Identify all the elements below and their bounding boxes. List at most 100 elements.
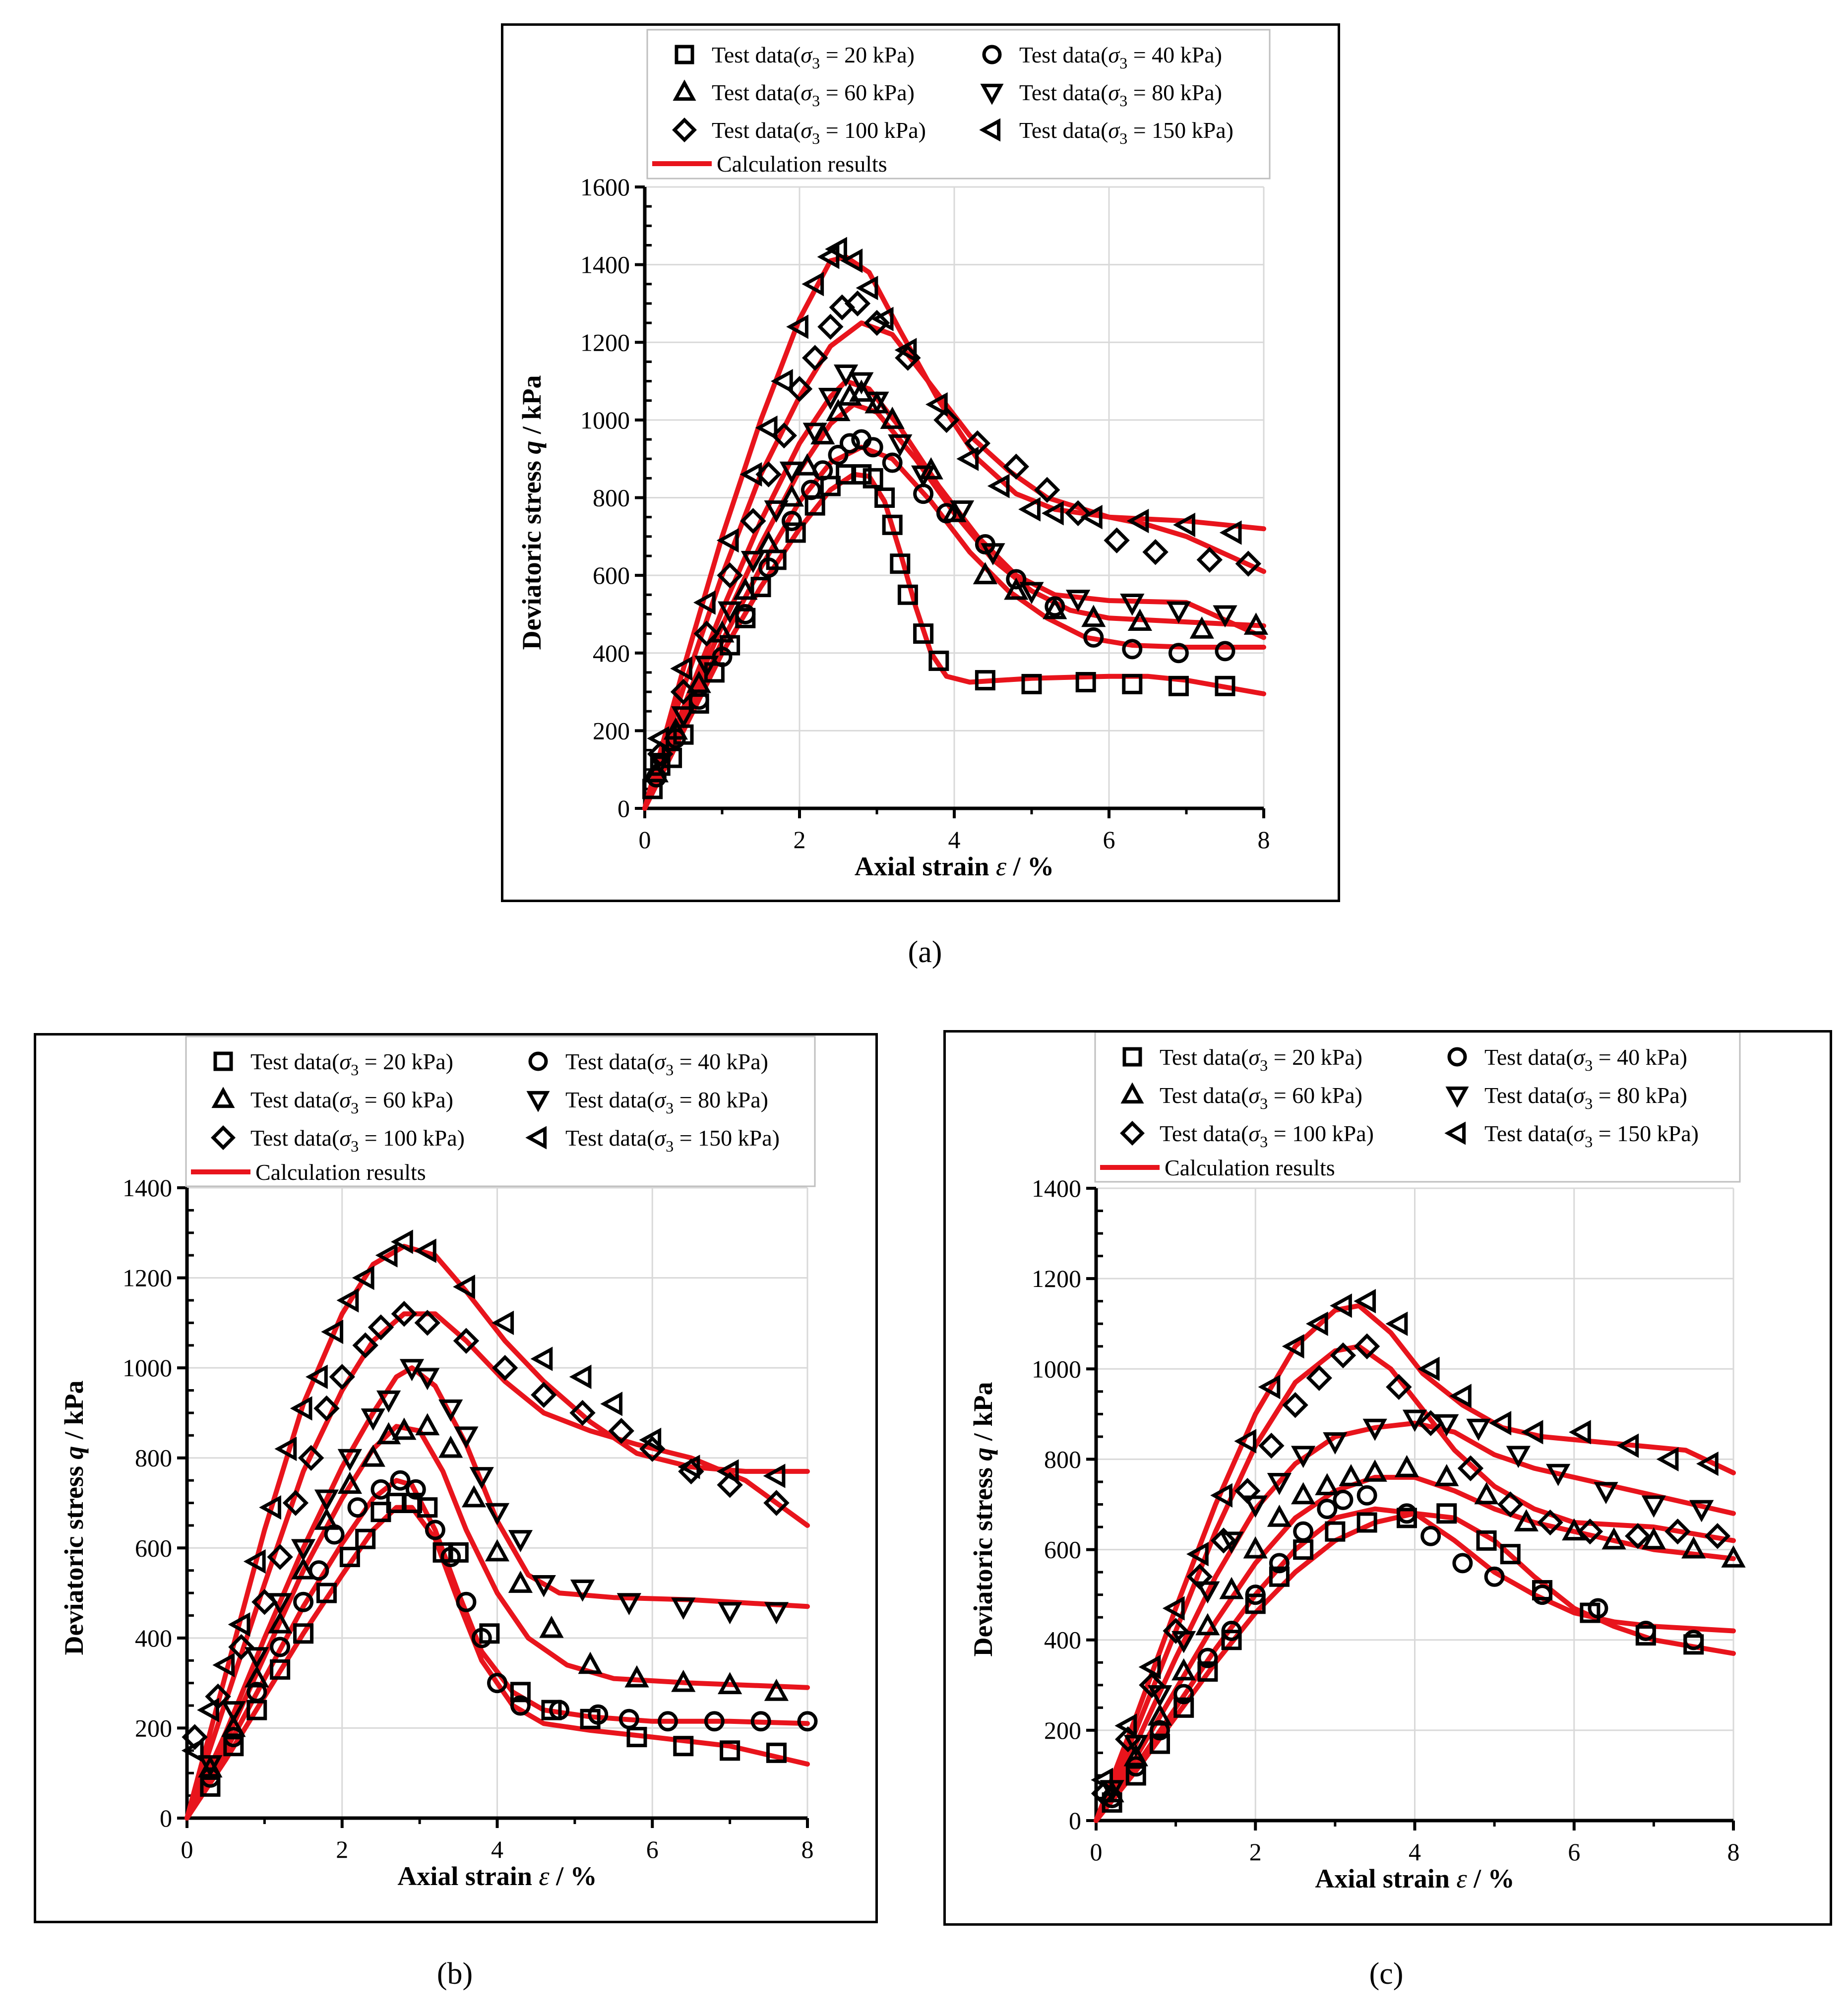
data-point-triangle-down	[1594, 1482, 1618, 1504]
data-point-square	[1221, 1630, 1242, 1650]
legend-box	[185, 1036, 816, 1187]
data-point-triangle-down	[361, 1408, 385, 1431]
legend-label: Test data(σ3 = 100 kPa)	[250, 1125, 465, 1155]
data-point-diamond	[817, 313, 844, 340]
data-point-triangle-left	[1080, 505, 1103, 530]
data-point-triangle-left	[647, 726, 670, 751]
data-point-triangle-left	[1126, 508, 1149, 534]
data-point-triangle-left	[391, 1229, 413, 1254]
data-point-diamond	[251, 1589, 278, 1615]
legend-marker-triangle-up	[1120, 1082, 1144, 1104]
calculation-curve-triangle-left	[642, 254, 1266, 811]
data-point-circle	[1197, 1647, 1218, 1668]
data-point-triangle-left	[840, 248, 863, 273]
data-point-triangle-down	[764, 500, 789, 523]
data-point-triangle-down	[485, 1503, 510, 1525]
data-point-triangle-down	[570, 1580, 595, 1602]
data-point-triangle-left	[1354, 1289, 1376, 1314]
data-point-circle	[200, 1767, 221, 1788]
data-point-circle	[1356, 1485, 1377, 1506]
data-point-diamond	[1186, 1564, 1213, 1590]
x-tick-label: 0	[1090, 1838, 1103, 1866]
data-point-triangle-down	[1323, 1432, 1348, 1455]
x-tick-label: 2	[336, 1835, 348, 1863]
data-point-triangle-left	[1114, 1713, 1137, 1738]
data-point-triangle-up	[1339, 1464, 1363, 1486]
data-point-diamond	[1139, 1672, 1165, 1698]
y-axis-title: Deviatoric stress q / kPa	[968, 1382, 998, 1657]
y-tick-label: 1000	[580, 406, 630, 434]
data-point-triangle-down	[818, 387, 843, 410]
data-point-triangle-left	[228, 1612, 250, 1637]
data-point-square	[662, 747, 682, 768]
legend: Test data(σ3 = 20 kPa) Test data(σ3 = 40 …	[185, 1036, 816, 1187]
legend-label: Test data(σ3 = 150 kPa)	[565, 1125, 780, 1155]
legend-box	[1094, 1033, 1741, 1183]
data-point-triangle-down	[245, 1647, 269, 1669]
data-point-triangle-down	[1689, 1500, 1714, 1523]
data-point-diamond	[1282, 1392, 1308, 1418]
data-point-triangle-up	[1267, 1505, 1292, 1527]
data-point-circle	[1168, 643, 1189, 664]
data-point-triangle-down	[1466, 1418, 1491, 1441]
legend-label: Test data(σ3 = 20 kPa)	[712, 42, 915, 72]
data-point-circle	[1122, 639, 1143, 660]
data-point-square	[750, 577, 771, 598]
data-point-triangle-left	[290, 1396, 312, 1421]
data-point-diamond	[282, 1490, 309, 1516]
data-point-triangle-left	[670, 656, 692, 681]
data-point-triangle-left	[1449, 1384, 1472, 1408]
data-point-square	[1173, 1697, 1194, 1718]
data-point-triangle-left	[825, 237, 847, 261]
x-axis-title: Axial strain ε / %	[855, 852, 1054, 881]
chart-root: 0 2 4 6 8 0 200 400 600 800 1000 1200 1400 1600 Axial …	[517, 29, 1271, 881]
data-point-triangle-down	[1546, 1464, 1571, 1486]
chart-root: 0 2 4 6 8 0 200 400 600 800 1000 1200 1400 Axial stra…	[968, 1033, 1746, 1893]
data-point-circle	[1221, 1621, 1242, 1641]
chart-root: 0 2 4 6 8 0 200 400 600 800 1000 1200 1400 Axial stra…	[59, 1036, 818, 1891]
data-point-triangle-left	[1041, 501, 1064, 526]
data-point-triangle-down	[198, 1755, 223, 1777]
data-point-triangle-up	[1394, 1455, 1419, 1477]
data-point-diamond	[1330, 1342, 1356, 1369]
data-point-diamond	[1234, 1477, 1261, 1504]
data-point-diamond	[1258, 1432, 1285, 1459]
data-point-diamond	[531, 1382, 557, 1408]
data-point-diamond	[863, 309, 890, 336]
data-point-circle	[1083, 627, 1104, 648]
legend-marker-triangle-up	[211, 1087, 235, 1108]
data-point-triangle-up	[245, 1665, 269, 1688]
data-point-triangle-down	[1219, 1531, 1244, 1554]
data-point-triangle-down	[849, 372, 874, 395]
data-point-circle	[781, 510, 802, 531]
data-point-triangle-up	[718, 1672, 742, 1695]
x-tick-label: 0	[181, 1835, 193, 1863]
tick-labels: 0 2 4 6 8 0 200 400 600 800 1000 1200 1400	[123, 1174, 814, 1863]
data-point-triangle-left	[1210, 1483, 1232, 1508]
y-axis-title: Deviatoric stress q / kPa	[517, 375, 547, 650]
data-point-triangle-down	[1243, 1495, 1268, 1518]
data-point-triangle-down	[1402, 1409, 1427, 1432]
data-point-square	[1215, 675, 1235, 696]
data-point-diamond	[1306, 1365, 1332, 1391]
legend-label: Test data(σ3 = 40 kPa)	[565, 1049, 768, 1079]
data-point-circle	[246, 1682, 267, 1703]
data-point-triangle-left	[716, 528, 739, 553]
data-point-triangle-left	[569, 1364, 592, 1389]
data-point-diamond	[1497, 1491, 1524, 1518]
data-point-triangle-up	[779, 484, 804, 507]
data-point-triangle-down	[1506, 1446, 1531, 1468]
calculation-curve-diamond	[185, 1311, 810, 1821]
data-point-triangle-left	[739, 462, 762, 487]
y-tick-label: 800	[593, 484, 630, 512]
data-point-diamond	[1354, 1333, 1380, 1359]
y-axis-title: Deviatoric stress q / kPa	[59, 1381, 89, 1655]
data-point-triangle-down	[438, 1399, 463, 1422]
data-point-triangle-up	[1362, 1459, 1387, 1482]
legend-marker-diamond	[1120, 1121, 1145, 1146]
data-point-triangle-up	[361, 1444, 385, 1467]
x-tick-label: 8	[1258, 826, 1270, 854]
data-point-triangle-up	[973, 562, 998, 585]
y-tick-label: 400	[135, 1624, 172, 1652]
data-point-circle	[862, 437, 883, 458]
